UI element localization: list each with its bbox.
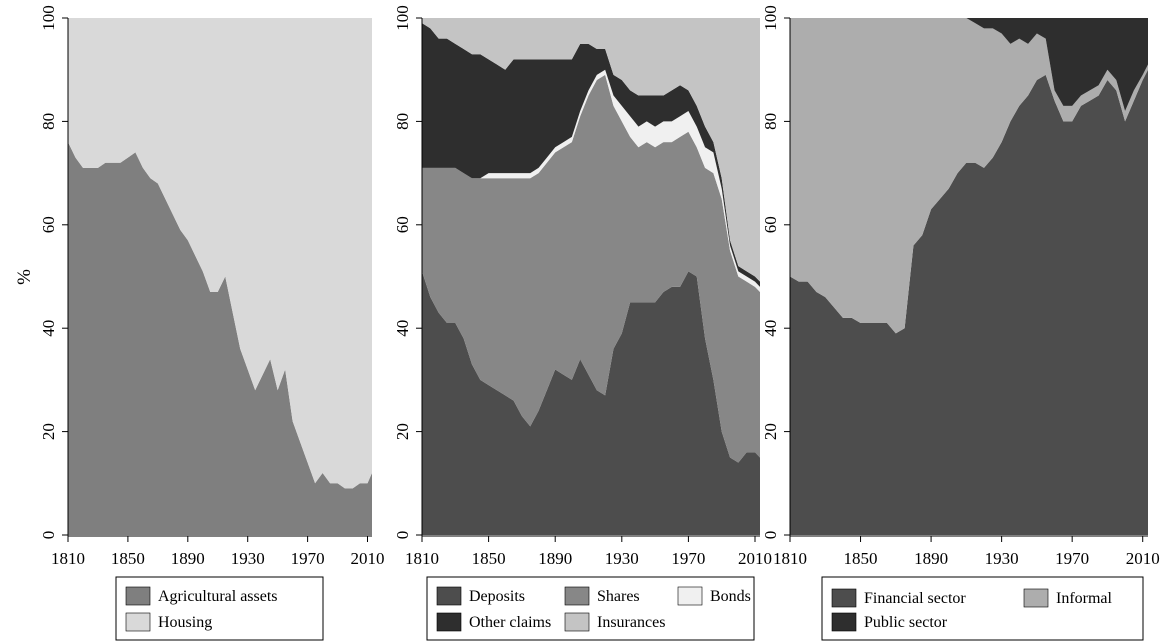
- x-tick-label: 1970: [291, 549, 325, 568]
- legend-2: Deposits Shares Bonds Other claims Insurance…: [426, 576, 755, 641]
- legend-box: [821, 576, 1144, 641]
- legend-3: Financial sector Informal Public sector: [821, 576, 1144, 641]
- y-axis-title: %: [14, 269, 35, 285]
- x-tick-label: 1810: [51, 549, 85, 568]
- area-series-informal: [790, 18, 1148, 334]
- x-tick-label: 1810: [773, 549, 807, 568]
- x-tick-label: 2010: [1126, 549, 1160, 568]
- y-tick-label: 0: [761, 531, 780, 540]
- y-tick-label: 80: [393, 113, 412, 130]
- x-tick-label: 1930: [231, 549, 265, 568]
- x-tick-label: 1930: [605, 549, 639, 568]
- x-tick-label: 1890: [914, 549, 948, 568]
- x-tick-label: 1970: [1055, 549, 1089, 568]
- chart-panel-3: 0 20 40 60 80 100 1810 1850 1890 1930 1970 2010: [761, 5, 1160, 568]
- legend-swatch: [831, 612, 857, 632]
- x-tick-label: 1890: [538, 549, 572, 568]
- x-tick-label: 2010: [351, 549, 385, 568]
- legend-label: Housing: [158, 614, 212, 631]
- legend-swatch: [125, 586, 151, 606]
- x-tick-label: 1850: [472, 549, 506, 568]
- y-tick-label: 100: [39, 5, 58, 31]
- legend-label: Financial sector: [864, 590, 966, 607]
- y-tick-label: 0: [39, 531, 58, 540]
- legend-label: Insurances: [597, 614, 665, 631]
- legend-label: Agricultural assets: [158, 588, 278, 605]
- legend-label: Bonds: [710, 588, 751, 605]
- legend-label: Informal: [1056, 590, 1113, 607]
- y-tick-label: 60: [39, 216, 58, 233]
- x-tick-label: 1890: [171, 549, 205, 568]
- legend-swatch: [1023, 588, 1049, 608]
- y-tick-label: 20: [393, 423, 412, 440]
- legend-swatch: [831, 588, 857, 608]
- area-series-deposits: [422, 271, 760, 535]
- area-series-other-claims: [422, 23, 760, 287]
- y-tick-label: 40: [39, 320, 58, 337]
- y-tick-label: 40: [761, 320, 780, 337]
- legend-swatch: [564, 586, 590, 606]
- legend-label: Deposits: [469, 588, 525, 605]
- legend-swatch: [677, 586, 703, 606]
- area-series-bonds: [422, 69, 760, 293]
- area-series-public-sector: [790, 18, 1148, 112]
- y-tick-label: 40: [393, 320, 412, 337]
- x-tick-label: 2010: [738, 549, 772, 568]
- legend-label: Shares: [597, 588, 640, 605]
- x-tick-label: 1850: [111, 549, 145, 568]
- y-tick-label: 100: [761, 5, 780, 31]
- legend-swatch: [436, 586, 462, 606]
- legend-label: Public sector: [864, 614, 948, 631]
- y-tick-label: 60: [761, 216, 780, 233]
- x-tick-label: 1810: [405, 549, 439, 568]
- legend-1: Agricultural assets Housing: [115, 576, 324, 641]
- legend-label: Other claims: [469, 614, 551, 631]
- area-series-financial-sector: [790, 69, 1148, 535]
- y-tick-label: 80: [39, 113, 58, 130]
- y-tick-label: 60: [393, 216, 412, 233]
- y-tick-label: 0: [393, 531, 412, 540]
- y-tick-label: 20: [39, 423, 58, 440]
- y-tick-label: 80: [761, 113, 780, 130]
- x-tick-label: 1970: [671, 549, 705, 568]
- y-tick-label: 100: [393, 5, 412, 31]
- legend-swatch: [436, 612, 462, 632]
- legend-box: [115, 576, 324, 641]
- y-tick-label: 20: [761, 423, 780, 440]
- x-tick-label: 1850: [844, 549, 878, 568]
- area-series-shares: [422, 74, 760, 463]
- legend-swatch: [564, 612, 590, 632]
- area-series-agricultural-assets: [68, 142, 372, 535]
- chart-panel-2: 0 20 40 60 80 100 1810 1850 1890 1930 1970 2010: [393, 5, 772, 568]
- legend-swatch: [125, 612, 151, 632]
- chart-panel-1: 0 20 40 60 80 100 1810 1850 1890 1930 1970 2010%: [14, 5, 385, 568]
- area-series-housing: [68, 18, 372, 489]
- x-tick-label: 1930: [985, 549, 1019, 568]
- area-series-insurances: [422, 18, 760, 282]
